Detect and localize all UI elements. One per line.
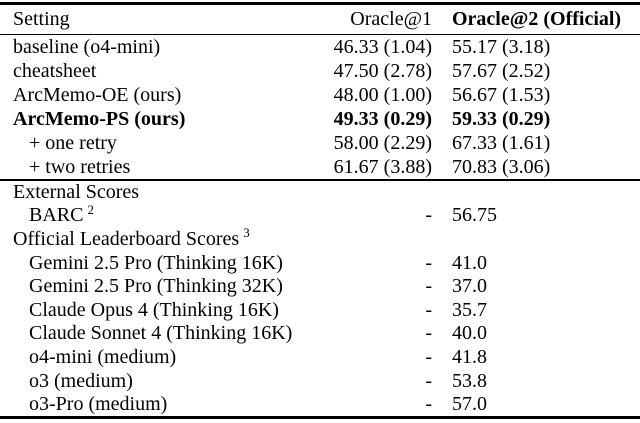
oracle2-cell: 37.0 <box>452 275 487 298</box>
header-oracle2: Oracle@2 (Official) <box>452 7 622 30</box>
table-row-claude-opus: Claude Opus 4 (Thinking 16K) - 35.7 <box>0 298 640 322</box>
oracle1-cell: - <box>425 345 432 368</box>
oracle1-cell: - <box>425 393 432 416</box>
table-row-arcmemo-oe: ArcMemo-OE (ours) 48.00 (1.00) 56.67 (1.… <box>0 83 640 107</box>
setting-cell: o4-mini (medium) <box>29 345 177 368</box>
table-header-row: Setting Oracle@1 Oracle@2 (Official) <box>0 5 640 34</box>
footnote-marker-2: 2 <box>87 204 94 217</box>
oracle1-cell: 46.33 (1.04) <box>333 35 432 58</box>
section-label-official-leaderboard: Official Leaderboard Scores 3 <box>0 228 640 252</box>
setting-cell: BARC 2 <box>0 204 322 227</box>
bottom-rule <box>0 416 640 419</box>
oracle2-cell: 55.17 (3.18) <box>452 35 551 58</box>
table-row-cheatsheet: cheatsheet 47.50 (2.78) 57.67 (2.52) <box>0 59 640 83</box>
oracle1-cell: - <box>425 369 432 392</box>
setting-cell: o3-Pro (medium) <box>29 393 168 416</box>
oracle2-cell: 56.67 (1.53) <box>452 83 551 106</box>
table-row-barc: BARC 2 - 56.75 <box>0 204 640 228</box>
oracle1-cell: 61.67 (3.88) <box>333 155 432 178</box>
header-setting: Setting <box>13 7 70 30</box>
footnote-marker-3: 3 <box>243 227 250 241</box>
table-row-baseline: baseline (o4-mini) 46.33 (1.04) 55.17 (3… <box>0 35 640 59</box>
oracle2-cell: 41.8 <box>452 345 487 368</box>
oracle1-cell: 48.00 (1.00) <box>333 83 432 106</box>
oracle1-cell: 47.50 (2.78) <box>333 59 432 82</box>
oracle2-cell: 41.0 <box>452 251 487 274</box>
header-rule <box>0 33 640 35</box>
setting-cell: ArcMemo-OE (ours) <box>13 83 182 106</box>
oracle1-cell: - <box>425 204 432 227</box>
oracle1-cell: 58.00 (2.29) <box>333 131 432 154</box>
external-scores-section: External Scores BARC 2 - 56.75 Official L… <box>0 181 640 417</box>
section-label: Official Leaderboard Scores 3 <box>0 228 322 251</box>
oracle1-cell: - <box>425 322 432 345</box>
section-label-external-scores: External Scores <box>0 181 640 205</box>
table-row-claude-sonnet: Claude Sonnet 4 (Thinking 16K) - 40.0 <box>0 322 640 346</box>
table-row-one-retry: + one retry 58.00 (2.29) 67.33 (1.61) <box>0 131 640 155</box>
oracle1-cell: - <box>425 251 432 274</box>
oracle2-cell: 67.33 (1.61) <box>452 131 551 154</box>
top-rule <box>0 2 640 5</box>
setting-label: Official Leaderboard Scores <box>13 227 240 250</box>
setting-cell: Gemini 2.5 Pro (Thinking 16K) <box>29 251 283 274</box>
table-row-o3: o3 (medium) - 53.8 <box>0 369 640 393</box>
oracle2-cell: 35.7 <box>452 298 487 321</box>
table-row-o3-pro: o3-Pro (medium) - 57.0 <box>0 393 640 417</box>
setting-cell: + two retries <box>29 155 131 178</box>
table-row-two-retries: + two retries 61.67 (3.88) 70.83 (3.06) <box>0 155 640 179</box>
oracle2-cell: 40.0 <box>452 322 487 345</box>
oracle1-cell: 49.33 (0.29) <box>333 107 432 130</box>
oracle1-cell: - <box>425 275 432 298</box>
oracle2-cell: 57.67 (2.52) <box>452 59 551 82</box>
setting-cell: cheatsheet <box>13 59 97 82</box>
setting-cell: Gemini 2.5 Pro (Thinking 32K) <box>29 275 283 298</box>
oracle2-cell: 56.75 <box>452 204 497 227</box>
section-label: External Scores <box>13 180 140 203</box>
setting-cell: ArcMemo-PS (ours) <box>13 107 186 130</box>
main-results-section: baseline (o4-mini) 46.33 (1.04) 55.17 (3… <box>0 35 640 179</box>
table-row-o4-mini: o4-mini (medium) - 41.8 <box>0 346 640 370</box>
oracle2-cell: 59.33 (0.29) <box>452 107 551 130</box>
mid-rule <box>0 179 640 181</box>
oracle2-cell: 70.83 (3.06) <box>452 155 551 178</box>
oracle2-cell: 53.8 <box>452 369 487 392</box>
table-row-arcmemo-ps: ArcMemo-PS (ours) 49.33 (0.29) 59.33 (0.… <box>0 107 640 131</box>
setting-cell: o3 (medium) <box>29 369 133 392</box>
table-row-gemini-32k: Gemini 2.5 Pro (Thinking 32K) - 37.0 <box>0 275 640 299</box>
oracle1-cell: - <box>425 298 432 321</box>
setting-cell: Claude Opus 4 (Thinking 16K) <box>29 298 279 321</box>
setting-cell: Claude Sonnet 4 (Thinking 16K) <box>29 322 293 345</box>
table-row-gemini-16k: Gemini 2.5 Pro (Thinking 16K) - 41.0 <box>0 251 640 275</box>
header-oracle1: Oracle@1 <box>350 7 432 30</box>
oracle2-cell: 57.0 <box>452 393 487 416</box>
setting-label: BARC <box>29 204 84 227</box>
setting-cell: baseline (o4-mini) <box>13 35 161 58</box>
setting-cell: + one retry <box>29 131 117 154</box>
